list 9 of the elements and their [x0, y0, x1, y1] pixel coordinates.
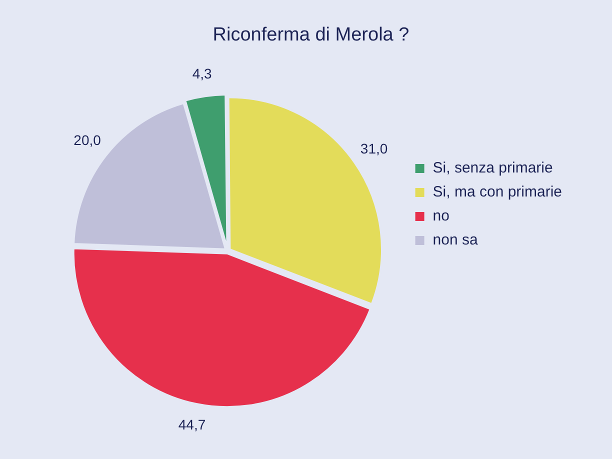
data-label: 44,7 — [178, 416, 206, 432]
legend-label: Si, ma con primarie — [432, 184, 562, 201]
data-label: 20,0 — [74, 132, 102, 148]
legend-label: Si, senza primarie — [432, 160, 553, 177]
legend-label: non sa — [432, 232, 478, 249]
data-label: 4,3 — [192, 66, 212, 82]
chart-title: Riconferma di Merola ? — [212, 24, 410, 46]
data-label: 31,0 — [360, 140, 388, 156]
legend-label: no — [432, 208, 450, 225]
